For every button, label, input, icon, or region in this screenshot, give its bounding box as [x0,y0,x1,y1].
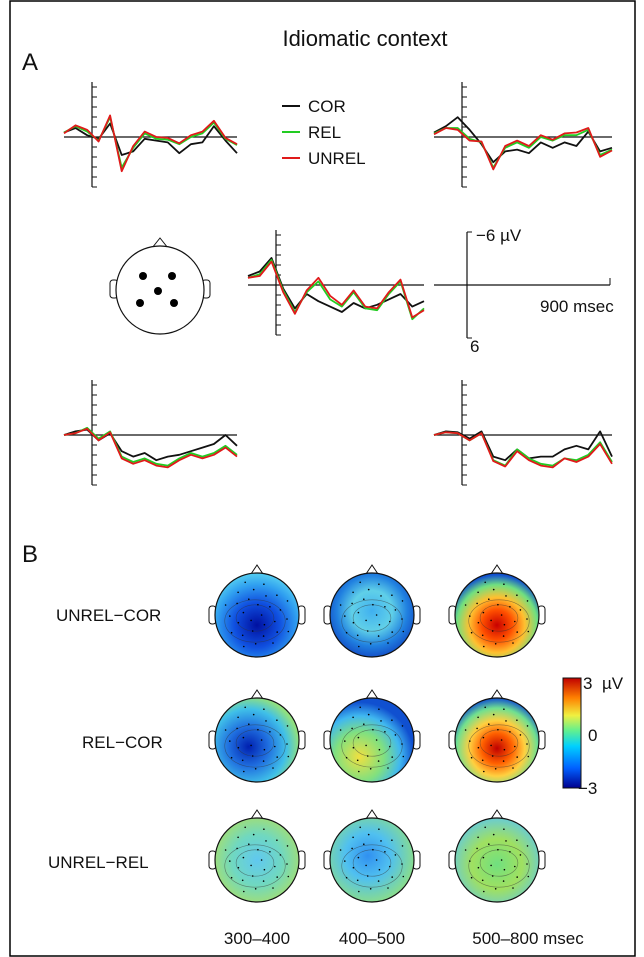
series-line-unrel [63,114,238,173]
colorbar-min-label: −3 [578,779,597,798]
erp-plot-right-posterior [433,380,613,486]
series-line-unrel [63,427,238,469]
series-line-rel [63,426,238,467]
topo-map [448,564,546,658]
legend-label-unrel: UNREL [308,149,366,168]
column-label-300-400: 300–400 [224,929,290,948]
legend-label-cor: COR [308,97,346,116]
figure-frame [9,0,636,957]
topo-map [208,564,306,658]
erp-plot-central [247,230,425,336]
panel-b-label: B [22,541,38,568]
scale-top-label: −6 µV [476,226,522,245]
topo-map [208,689,306,783]
legend: COR REL UNREL [282,97,366,168]
erp-plot-left-anterior [63,82,238,188]
erp-plot-right-anterior [433,82,613,188]
topo-map [323,564,421,658]
scalp-electrode-map-icon [109,237,211,335]
topo-map [448,689,546,783]
colorbar-gradient [562,677,582,789]
topographic-maps [208,564,546,903]
figure-title: Idiomatic context [282,26,447,51]
colorbar-unit-label: µV [602,674,624,693]
calibration-scale: −6 µV 900 msec 6 [434,226,614,356]
topo-map [448,809,546,903]
topo-map [323,809,421,903]
panel-a-label: A [22,49,38,76]
series-line-rel [433,127,613,169]
series-line-unrel [433,431,613,469]
series-line-cor [63,122,238,156]
colorbar-mid-label: 0 [588,726,597,745]
erp-plot-left-posterior [63,380,238,486]
series-line-unrel [433,127,613,171]
row-label-unrel-cor: UNREL−COR [56,606,161,625]
series-line-unrel [247,260,425,319]
row-label-unrel-rel: UNREL−REL [48,853,149,872]
legend-label-rel: REL [308,123,341,142]
series-line-cor [433,116,613,164]
scale-bottom-label: 6 [470,337,479,356]
colorbar: 3 µV 0 −3 [562,674,624,798]
series-line-rel [63,116,238,169]
topo-map [323,689,421,783]
column-label-400-500: 400–500 [339,929,405,948]
colorbar-max-label: 3 [583,674,592,693]
topo-map [208,809,306,903]
row-label-rel-cor: REL−COR [82,733,163,752]
column-label-500-800: 500–800 msec [472,929,584,948]
erp-waveform-plots [63,82,613,486]
scale-time-label: 900 msec [540,297,614,316]
